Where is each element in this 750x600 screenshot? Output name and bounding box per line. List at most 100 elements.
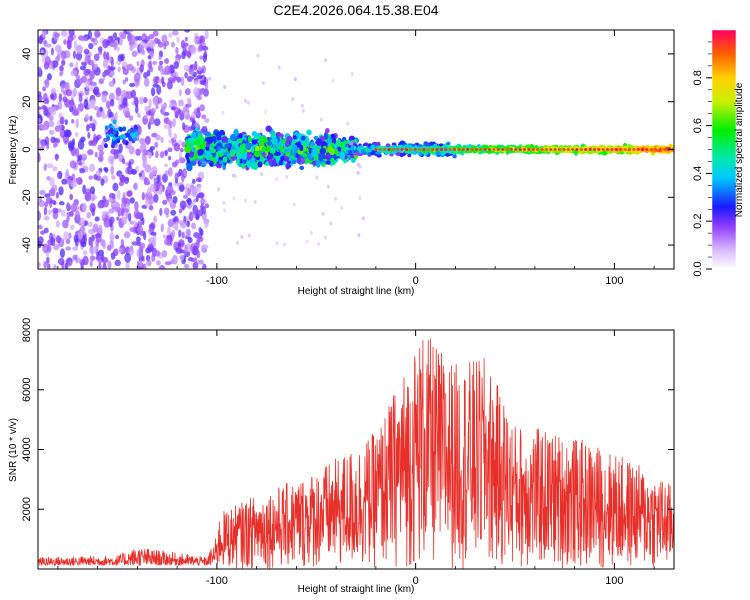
spectrogram-cell xyxy=(64,262,69,269)
spectrogram-cell xyxy=(275,177,279,182)
spectrogram-cell xyxy=(164,238,170,246)
spectrogram-cell xyxy=(350,154,355,159)
spectrogram-cell xyxy=(357,232,361,237)
spectrogram-cell xyxy=(152,96,159,104)
spectrogram-peak xyxy=(536,148,540,151)
spectrogram-cell xyxy=(155,260,161,266)
spectrogram-cell xyxy=(106,51,110,61)
spectrogram-cell xyxy=(125,261,130,269)
spectrogram-cell xyxy=(76,77,83,86)
spectrogram-cell xyxy=(370,144,375,150)
spectrogram-cell xyxy=(124,77,129,82)
spectrogram-cell xyxy=(197,139,202,145)
spectrogram-cell xyxy=(126,190,132,197)
spectrogram-cell xyxy=(185,146,192,153)
spectrogram-cell xyxy=(81,37,87,42)
spectrogram-cell xyxy=(302,153,308,158)
spectrogram-cell xyxy=(201,65,206,74)
spectrogram-cell xyxy=(62,219,69,229)
spectrogram-cell xyxy=(43,261,48,269)
spectrogram-cell xyxy=(172,254,178,265)
spectrogram-cell xyxy=(44,201,49,208)
spectrogram-cell xyxy=(324,133,329,140)
spectrogram-peak xyxy=(557,148,562,151)
spectrogram-cell xyxy=(70,180,78,188)
spectrogram-cell xyxy=(158,55,162,61)
spectrogram-cell xyxy=(399,152,404,158)
spectrogram-cell xyxy=(112,248,119,257)
spectrogram-cell xyxy=(80,265,84,269)
spectrogram-cell xyxy=(41,123,48,131)
spectrogram-cell xyxy=(155,134,161,141)
spectrogram-cell xyxy=(65,246,72,251)
spectrogram-cell xyxy=(101,93,107,103)
spectrogram-cell xyxy=(38,106,42,111)
spectrogram-cell xyxy=(191,186,198,196)
spectrogram-cell xyxy=(196,239,200,248)
spectrogram-cell xyxy=(103,51,107,60)
spectrogram-cell xyxy=(68,232,72,239)
spectrogram-cell xyxy=(141,192,146,201)
spectrogram-cell xyxy=(318,153,324,162)
spectrogram-peak xyxy=(540,148,544,151)
spectrogram-cell xyxy=(170,209,177,216)
spectrogram-cell xyxy=(163,163,169,168)
spectrogram-cell xyxy=(285,163,290,170)
spectrogram-cell xyxy=(89,163,96,172)
spectrogram-cell xyxy=(506,149,513,154)
y-tick-label: -20 xyxy=(21,189,33,205)
spectrogram-cell xyxy=(142,263,147,269)
spectrogram-cell xyxy=(271,137,278,145)
spectrogram-peak xyxy=(632,148,636,151)
spectrogram-cell xyxy=(130,89,137,99)
spectrogram-cell xyxy=(83,48,90,55)
spectrogram-cell xyxy=(300,135,306,141)
spectrogram-cell xyxy=(102,71,107,78)
spectrogram-cell xyxy=(150,112,154,119)
spectrogram-cell xyxy=(77,139,85,150)
spectrogram-cell xyxy=(122,79,127,85)
spectrogram-peak xyxy=(584,148,588,151)
spectrogram-cell xyxy=(49,94,55,100)
spectrogram-cell xyxy=(118,181,124,187)
spectrogram-cell xyxy=(89,202,96,213)
spectrogram-cell xyxy=(190,160,197,166)
spectrogram-peak xyxy=(645,148,649,151)
spectrogram-peak xyxy=(527,148,531,151)
spectrogram-cell xyxy=(143,77,150,88)
spectrogram-cell xyxy=(150,108,157,113)
spectrogram-cell xyxy=(133,182,138,191)
spectrogram-cell xyxy=(130,169,137,175)
spectrogram-cell xyxy=(102,265,108,269)
spectrogram-peak xyxy=(562,148,566,151)
spectrogram-cell xyxy=(40,230,46,235)
spectrogram-cell xyxy=(232,196,236,201)
spectrogram-peak xyxy=(404,148,409,151)
spectrogram-cell xyxy=(319,117,323,122)
spectrogram-cell xyxy=(178,100,185,107)
spectrogram-cell xyxy=(149,39,155,50)
spectrogram-cell xyxy=(44,78,50,88)
spectrogram-cell xyxy=(198,192,205,199)
spectrogram-cell xyxy=(168,155,172,161)
y-tick-label: 20 xyxy=(21,96,33,108)
spectrogram-cell xyxy=(100,178,105,186)
spectrogram-cell xyxy=(285,140,290,148)
spectrogram-cell xyxy=(109,239,114,250)
spectrogram-cell xyxy=(123,176,130,185)
spectrogram-cell xyxy=(173,75,178,81)
spectrogram-cell xyxy=(124,252,132,263)
spectrogram-cell xyxy=(436,154,441,157)
spectrogram-cell xyxy=(240,234,244,239)
spectrogram-cell xyxy=(87,30,93,40)
spectrogram-cell xyxy=(209,160,214,167)
spectrogram-cell xyxy=(107,64,111,75)
spectrogram-cell xyxy=(43,163,47,171)
spectrogram-cell xyxy=(93,53,100,62)
spectrogram-cell xyxy=(48,209,52,215)
spectrogram-cell xyxy=(173,142,181,152)
spectrogram-cell xyxy=(70,70,78,77)
spectrogram-cell xyxy=(71,109,79,116)
spectrogram-cell xyxy=(435,151,441,155)
spectrogram-cell xyxy=(173,132,178,141)
